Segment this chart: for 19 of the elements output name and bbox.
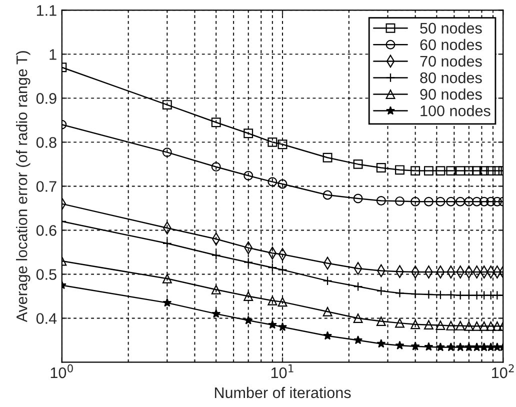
y-axis-title: Average location error (of radio range T) <box>16 51 30 322</box>
y-tick-label: 1.1 <box>36 5 56 16</box>
legend-label: 80 nodes <box>420 72 482 84</box>
y-tick-label: 1 <box>50 49 56 60</box>
x-tick-label: 10$^{0}$ <box>50 364 73 378</box>
y-tick-label: 0.6 <box>36 225 56 236</box>
y-tick-label: 0.5 <box>36 269 56 280</box>
y-tick-label: 0.9 <box>36 93 56 104</box>
x-axis-title: Number of iterations <box>214 386 351 398</box>
x-tick-label: 10$^{2}$ <box>492 364 514 378</box>
legend-label: 60 nodes <box>420 38 482 50</box>
legend-label: 90 nodes <box>420 88 482 100</box>
x-tick-label: 10$^{1}$ <box>271 364 294 378</box>
legend-label: 70 nodes <box>420 55 482 67</box>
legend-label: 50 nodes <box>420 22 482 34</box>
y-tick-label: 0.7 <box>36 181 56 192</box>
legend-label: 100 nodes <box>420 105 490 116</box>
y-tick-label: 0.4 <box>36 313 57 324</box>
y-tick-label: 0.8 <box>36 137 56 148</box>
